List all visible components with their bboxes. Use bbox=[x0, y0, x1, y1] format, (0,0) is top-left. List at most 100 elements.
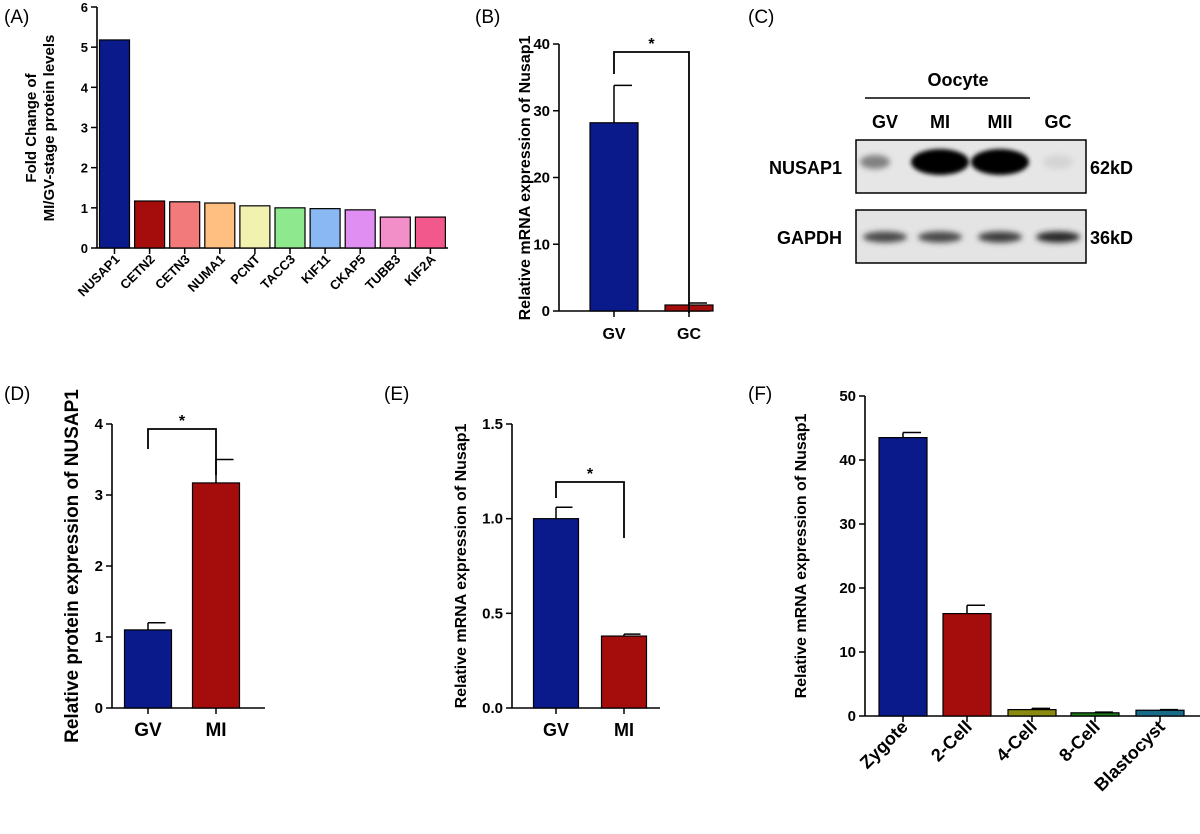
blot-band bbox=[860, 155, 890, 169]
bar bbox=[309, 208, 341, 249]
y-tick-label: 30 bbox=[533, 103, 550, 120]
significance-label: * bbox=[179, 413, 186, 430]
blot-protein-label: NUSAP1 bbox=[769, 158, 842, 178]
x-tick-label: GV bbox=[134, 720, 162, 741]
blot-lane-label: MII bbox=[988, 112, 1013, 132]
chart-a: 0 1 2 3 4 5 6 Fold Change of MI/GV-stage protein… bbox=[23, 0, 448, 299]
blot-size-label: 62kD bbox=[1090, 158, 1133, 178]
bar bbox=[1070, 712, 1120, 717]
blot-band bbox=[911, 149, 969, 175]
bar bbox=[98, 39, 131, 249]
bar bbox=[123, 629, 173, 709]
bar bbox=[134, 200, 166, 249]
y-tick-label: 0.0 bbox=[482, 700, 503, 717]
y-tick-label: 2 bbox=[95, 558, 103, 575]
blot-lane-label: MI bbox=[930, 112, 950, 132]
y-axis-label: Relative protein expression of NUSAP1 bbox=[62, 389, 83, 743]
panel-label-f: (F) bbox=[748, 384, 772, 405]
bar bbox=[379, 216, 411, 249]
bar bbox=[600, 635, 648, 709]
western-blot: Oocyte GV MI MII GC NUSAP1 62kD GAPDH 36… bbox=[769, 70, 1133, 264]
x-tick-label: 8-Cell bbox=[1055, 717, 1104, 766]
y-tick-label: 1 bbox=[81, 201, 88, 216]
significance-label: * bbox=[587, 466, 594, 483]
significance-bracket bbox=[613, 51, 690, 313]
y-axis-label: Relative mRNA expression of Nusap1 bbox=[453, 423, 470, 708]
y-tick-label: 6 bbox=[81, 0, 88, 15]
y-axis-label: Relative mRNA expression of Nusap1 bbox=[517, 35, 534, 320]
blot-size-label: 36kD bbox=[1090, 228, 1133, 248]
y-tick-label: 1.5 bbox=[482, 416, 503, 433]
significance-label: * bbox=[648, 36, 655, 53]
y-tick-label: 10 bbox=[839, 644, 856, 661]
y-tick-label: 0 bbox=[542, 303, 550, 320]
y-tick-label: 5 bbox=[81, 40, 88, 55]
panel-label-d: (D) bbox=[4, 384, 30, 405]
bar bbox=[1007, 708, 1057, 717]
y-tick-label: 2 bbox=[81, 161, 88, 176]
y-axis-label: MI/GV-stage protein levels bbox=[41, 35, 58, 222]
y-tick-label: 50 bbox=[839, 388, 856, 405]
x-tick-label: GV bbox=[602, 326, 625, 343]
bar bbox=[191, 482, 241, 709]
y-tick-label: 0.5 bbox=[482, 605, 503, 622]
x-tick-label: Blastocyst bbox=[1090, 717, 1169, 796]
x-tick-label: KIF2A bbox=[401, 251, 439, 289]
bar bbox=[1135, 709, 1185, 717]
bar bbox=[169, 201, 201, 249]
y-tick-label: 4 bbox=[81, 80, 89, 95]
x-tick-label: MI bbox=[205, 720, 226, 741]
chart-f: 0 10 20 30 40 50 Relative mRNA expression of N… bbox=[793, 388, 1200, 795]
blot-bands-nusap1 bbox=[860, 149, 1073, 175]
bar bbox=[942, 612, 992, 717]
x-tick-label: TACC3 bbox=[258, 252, 299, 293]
blot-band bbox=[978, 231, 1022, 243]
x-tick-label: Zygote bbox=[856, 717, 912, 773]
panel-label-b: (B) bbox=[475, 7, 500, 28]
y-tick-label: 10 bbox=[533, 236, 550, 253]
bar bbox=[204, 202, 236, 249]
x-tick-label: 2-Cell bbox=[927, 717, 976, 766]
x-tick-label: CKAP5 bbox=[327, 252, 369, 294]
y-axis-label: Relative mRNA expression of Nusap1 bbox=[793, 413, 810, 698]
y-tick-label: 0 bbox=[848, 708, 856, 725]
x-tick-label: GV bbox=[543, 720, 569, 740]
blot-group-label: Oocyte bbox=[927, 70, 988, 90]
x-tick-label: CETN2 bbox=[117, 252, 158, 293]
blot-bands-gapdh bbox=[863, 231, 1080, 243]
x-tick-label: MI bbox=[614, 720, 634, 740]
y-tick-label: 40 bbox=[839, 452, 856, 469]
blot-band bbox=[1036, 231, 1080, 243]
y-tick-label: 0 bbox=[81, 241, 88, 256]
y-tick-label: 3 bbox=[81, 121, 88, 136]
x-tick-label: GC bbox=[677, 326, 701, 343]
blot-lane-label: GC bbox=[1045, 112, 1072, 132]
bar bbox=[274, 207, 306, 249]
chart-d: 0 1 2 3 4 Relative protein expression of NUSA… bbox=[62, 389, 265, 743]
chart-e: 0.0 0.5 1.0 1.5 Relative mRNA expression of … bbox=[453, 416, 660, 740]
panel-label-a: (A) bbox=[4, 7, 29, 28]
y-axis-label: Fold Change of bbox=[23, 72, 40, 182]
blot-lane-label: GV bbox=[872, 112, 898, 132]
y-tick-label: 0 bbox=[95, 700, 103, 717]
bar bbox=[878, 437, 928, 717]
x-tick-label: NUSAP1 bbox=[75, 252, 123, 300]
y-tick-label: 40 bbox=[533, 36, 550, 53]
panel-label-e: (E) bbox=[384, 384, 409, 405]
bar bbox=[414, 216, 446, 249]
bar bbox=[344, 209, 376, 249]
significance-bracket bbox=[555, 481, 625, 538]
blot-band bbox=[1043, 155, 1073, 169]
blot-band bbox=[918, 231, 962, 243]
bar bbox=[532, 518, 580, 709]
blot-protein-label: GAPDH bbox=[777, 228, 842, 248]
significance-bracket bbox=[147, 428, 217, 475]
y-tick-label: 3 bbox=[95, 487, 103, 504]
bar bbox=[589, 122, 639, 312]
y-tick-label: 1.0 bbox=[482, 511, 503, 528]
y-tick-label: 20 bbox=[533, 170, 550, 187]
blot-band bbox=[971, 149, 1029, 175]
panel-label-c: (C) bbox=[748, 7, 774, 28]
